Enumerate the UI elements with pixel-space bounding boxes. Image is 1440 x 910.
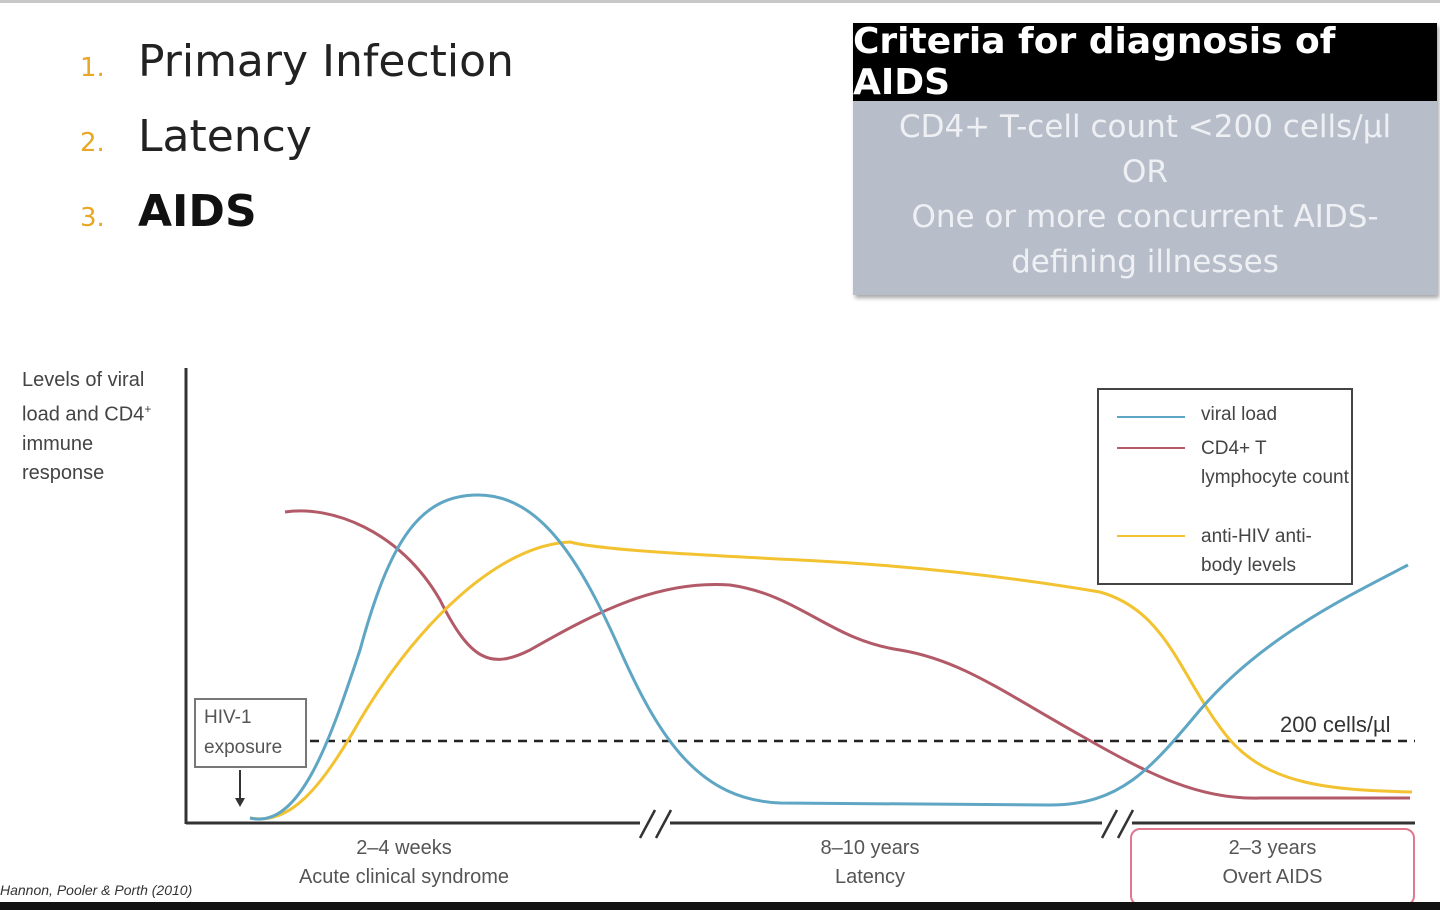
legend-label: anti-HIV anti- body levels bbox=[1201, 526, 1312, 576]
y-label-line: load and CD4+ bbox=[22, 395, 151, 430]
criteria-title: Criteria for diagnosis of AIDS bbox=[853, 21, 1437, 103]
stage-item: 2. Latency bbox=[80, 111, 514, 186]
y-label-line: Levels of viral bbox=[22, 369, 145, 391]
stage-number: 2. bbox=[80, 128, 105, 158]
stage-label: AIDS bbox=[138, 186, 257, 237]
y-label-text: load and CD4 bbox=[22, 403, 145, 426]
exposure-text: HIV-1 bbox=[204, 707, 252, 728]
y-label-line: response bbox=[22, 461, 105, 484]
criteria-box: Criteria for diagnosis of AIDS CD4+ T-ce… bbox=[853, 21, 1437, 295]
viral-load-curve bbox=[249, 493, 1409, 821]
bottom-border bbox=[0, 902, 1440, 910]
y-label-line: immune bbox=[22, 432, 94, 455]
criteria-line: defining illnesses bbox=[1011, 244, 1279, 280]
phase-label-aids: 2–3 years Overt AIDS bbox=[1130, 834, 1415, 892]
phase-name: Latency bbox=[834, 866, 906, 888]
legend-swatch-antibody bbox=[1117, 535, 1185, 537]
legend-label: viral load bbox=[1201, 404, 1278, 425]
legend-swatch-viral-load bbox=[1117, 416, 1185, 418]
stage-item: 3. AIDS bbox=[80, 186, 514, 261]
phase-duration: 2–4 weeks bbox=[356, 837, 452, 859]
cd4-curve bbox=[284, 509, 1410, 800]
stage-item: 1. Primary Infection bbox=[80, 36, 514, 111]
phase-label-acute: 2–4 weeks Acute clinical syndrome bbox=[254, 834, 554, 892]
stage-list: 1. Primary Infection 2. Latency 3. AIDS bbox=[80, 36, 514, 261]
phase-name: Acute clinical syndrome bbox=[298, 866, 510, 888]
criteria-line: One or more concurrent AIDS- bbox=[911, 199, 1379, 235]
exposure-arrowhead bbox=[235, 798, 245, 807]
stage-number: 1. bbox=[80, 53, 105, 83]
criteria-line: CD4+ T-cell count <200 cells/µl bbox=[898, 109, 1392, 145]
antibody-curve bbox=[249, 540, 1413, 821]
stage-label: Latency bbox=[138, 111, 312, 162]
phase-label-latency: 8–10 years Latency bbox=[720, 834, 1020, 892]
axis-break-1 bbox=[638, 809, 673, 839]
top-border bbox=[0, 0, 1440, 3]
phase-duration: 8–10 years bbox=[820, 837, 920, 859]
criteria-line: OR bbox=[1122, 154, 1168, 190]
legend-swatch-cd4 bbox=[1117, 447, 1185, 449]
exposure-text: exposure bbox=[204, 737, 283, 758]
stage-label: Primary Infection bbox=[138, 36, 514, 87]
stage-number: 3. bbox=[80, 203, 105, 233]
y-axis-label: Levels of viral load and CD4+ immune res… bbox=[22, 366, 151, 488]
threshold-label: 200 cells/µl bbox=[1280, 712, 1391, 737]
legend: viral load CD4+ T lymphocyte count anti-… bbox=[1097, 388, 1353, 585]
citation: Hannon, Pooler & Porth (2010) bbox=[0, 882, 193, 898]
phase-name: Overt AIDS bbox=[1222, 866, 1323, 888]
y-label-sup: + bbox=[144, 402, 152, 416]
axis-break-2 bbox=[1100, 809, 1135, 839]
exposure-box: HIV-1 exposure bbox=[194, 698, 307, 768]
criteria-body: CD4+ T-cell count <200 cells/µl OR One o… bbox=[853, 101, 1437, 295]
legend-label: CD4+ T lymphocyte count bbox=[1201, 438, 1349, 488]
phase-duration: 2–3 years bbox=[1228, 837, 1317, 859]
